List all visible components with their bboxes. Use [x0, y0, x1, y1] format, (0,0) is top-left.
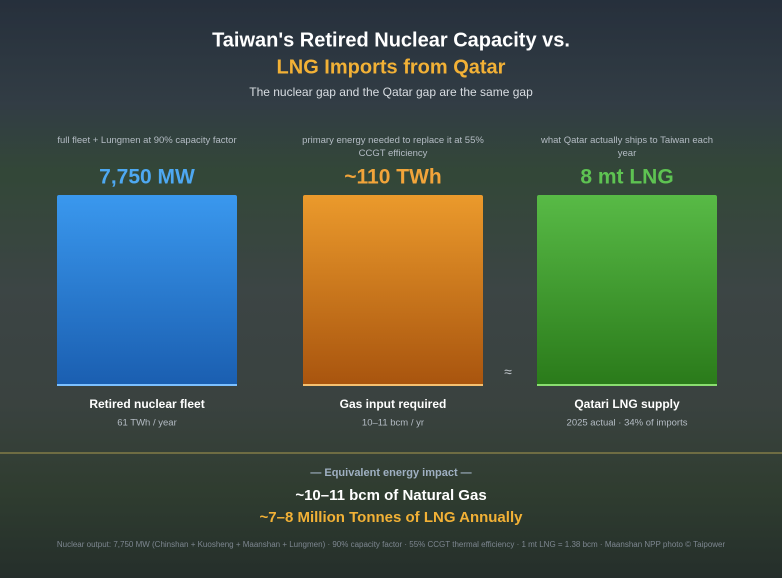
summary-line: ~10–11 bcm of Natural Gas	[295, 487, 486, 504]
bar-edge	[303, 384, 483, 386]
label: Retired nuclear fleet	[89, 397, 204, 411]
caption: what Qatar actually ships to Taiwan each…	[540, 135, 713, 159]
sublabel: 61 TWh / year	[117, 418, 177, 429]
bar	[303, 195, 483, 386]
value: 7,750 MW	[99, 166, 195, 189]
summary-line: ~7–8 Million Tonnes of LNG Annually	[260, 509, 524, 526]
bar-edge	[57, 384, 237, 386]
sublabel: 2025 actual · 34% of imports	[567, 418, 688, 429]
subtitle: The nuclear gap and the Qatar gap are th…	[249, 85, 533, 99]
sublabel: 10–11 bcm / yr	[362, 418, 424, 429]
bar	[57, 195, 237, 386]
caption: primary energy needed to replace it at 5…	[302, 135, 484, 159]
caption: full fleet + Lungmen at 90% capacity fac…	[57, 135, 236, 146]
connector: ≈	[504, 364, 512, 380]
title: Taiwan's Retired Nuclear Capacity vs.	[212, 29, 570, 51]
footnote: Nuclear output: 7,750 MW (Chinshan + Kuo…	[57, 540, 726, 549]
title: LNG Imports from Qatar	[277, 56, 506, 78]
summary-heading: — Equivalent energy impact —	[310, 467, 471, 479]
value: ~110 TWh	[344, 166, 441, 189]
bar	[537, 195, 717, 386]
label: Gas input required	[340, 397, 447, 411]
bar-edge	[537, 384, 717, 386]
label: Qatari LNG supply	[574, 397, 680, 411]
value: 8 mt LNG	[580, 166, 673, 189]
